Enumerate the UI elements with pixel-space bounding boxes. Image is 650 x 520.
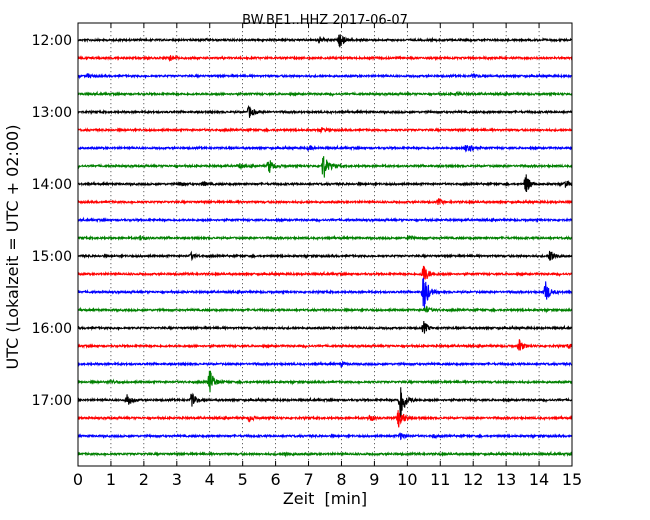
- x-tick-label: 2: [139, 470, 149, 489]
- y-tick-label: 17:00: [32, 393, 72, 409]
- y-tick-label: 16:00: [32, 321, 72, 337]
- x-axis-label: Zeit [min]: [283, 489, 367, 508]
- seismic-trace: [77, 234, 573, 242]
- seismic-trace: [77, 198, 573, 206]
- y-axis: 12:00 13:00 14:00 15:00 16:00 17:00: [32, 33, 82, 409]
- y-tick-label: 12:00: [32, 33, 72, 49]
- x-tick-label: 14: [529, 470, 549, 489]
- seismic-trace: [77, 34, 573, 48]
- seismic-trace: [77, 90, 573, 98]
- seismic-trace: [77, 450, 573, 458]
- seismic-trace: [77, 305, 573, 314]
- x-tick-label: 10: [397, 470, 417, 489]
- seismic-trace: [77, 370, 573, 393]
- seismic-trace: [77, 277, 573, 311]
- seismic-trace: [77, 126, 573, 135]
- x-tick-label: 13: [496, 470, 516, 489]
- x-tick-label: 6: [271, 470, 281, 489]
- seismic-trace: [77, 72, 573, 80]
- seismic-trace: [77, 321, 573, 334]
- x-tick-label: 7: [303, 470, 313, 489]
- x-tick-label: 11: [430, 470, 450, 489]
- x-tick-label: 0: [73, 470, 83, 489]
- seismic-trace: [77, 216, 573, 224]
- seismic-trace: [77, 410, 573, 428]
- y-tick-label: 15:00: [32, 249, 72, 265]
- seismic-trace: [77, 265, 573, 280]
- x-tick-label: 15: [562, 470, 582, 489]
- y-axis-label: UTC (Lokalzeit = UTC + 02:00): [3, 125, 22, 370]
- seismic-trace: [77, 360, 573, 368]
- x-tick-label: 5: [238, 470, 248, 489]
- y-tick-label: 13:00: [32, 105, 72, 121]
- seismic-trace: [77, 432, 573, 441]
- seismic-trace: [77, 104, 573, 118]
- seismic-trace: [77, 339, 573, 351]
- x-tick-label: 1: [106, 470, 116, 489]
- y-tick-label: 14:00: [32, 177, 72, 193]
- chart-title: BW.BE1..HHZ 2017-06-07: [242, 13, 408, 28]
- seismic-trace: [77, 54, 573, 63]
- seismic-trace: [77, 174, 573, 192]
- seismic-trace: [77, 156, 573, 178]
- x-tick-label: 4: [205, 470, 215, 489]
- plot-frame: [77, 22, 573, 467]
- seismic-trace: [77, 250, 573, 262]
- seismic-trace: [77, 144, 573, 153]
- x-tick-label: 12: [463, 470, 483, 489]
- x-tick-label: 9: [369, 470, 379, 489]
- trace-group: [77, 34, 573, 458]
- seismic-trace: [77, 387, 573, 418]
- x-tick-label: 3: [172, 470, 182, 489]
- x-tick-label: 8: [336, 470, 346, 489]
- x-axis: 0 1 2 3 4 5 6 7 8 9 10 11 12 13 14 15: [73, 23, 582, 489]
